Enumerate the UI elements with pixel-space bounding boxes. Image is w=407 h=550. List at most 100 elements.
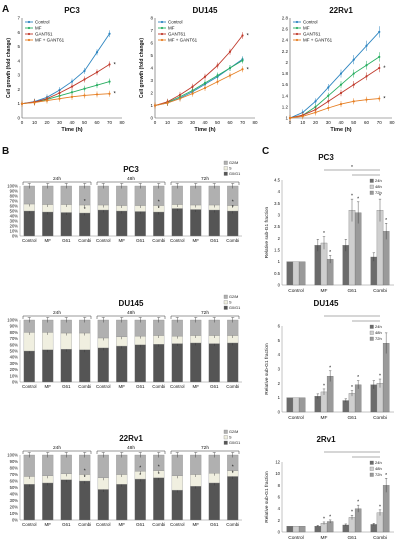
y-tick-label: 60%	[10, 342, 19, 347]
chart-c-2rv1: 2Rv1 0 2 4 6 8 10 12 Relative sub-G1 fraction Con…	[264, 435, 394, 541]
data-point	[58, 91, 61, 95]
y-tick-label: 2	[278, 518, 281, 523]
data-point	[95, 84, 99, 87]
y-tick-label: 2.6	[282, 27, 289, 32]
legend-swatch	[223, 294, 228, 299]
significance-marker: *	[385, 218, 387, 224]
panel-letter-c: C	[262, 146, 269, 157]
data-point	[378, 55, 381, 58]
legend-label: S	[229, 301, 232, 305]
y-tick-label: 0%	[12, 518, 18, 523]
x-tick-label: Combi	[226, 522, 239, 527]
data-point	[95, 71, 99, 74]
y-tick-label: 2.4	[282, 38, 289, 43]
x-tick-label: MF	[321, 535, 328, 541]
significance-marker: *	[329, 250, 331, 256]
y-tick-label: 2	[278, 236, 281, 241]
x-tick-label: 30	[57, 120, 63, 125]
chart-a-22rv1: 22Rv1 1 1.2 1.4 1.6 1.8 2 2.2 2.4 2.6 2.8 0 10 20 30 40…	[282, 6, 395, 133]
stacked-bar-segment	[60, 454, 72, 475]
bar	[382, 343, 390, 413]
y-tick-label: 7	[17, 16, 20, 21]
stacked-bar-segment	[23, 350, 35, 383]
legend-marker	[295, 32, 299, 36]
data-point	[83, 94, 86, 97]
x-tick-label: 10	[32, 120, 38, 125]
y-tick-label: 40%	[10, 492, 19, 497]
stacked-bar-segment	[79, 212, 91, 237]
data-point	[45, 99, 49, 102]
legend-label: G2/M	[229, 430, 238, 434]
y-tick-label: 6	[278, 324, 281, 329]
bar	[354, 212, 362, 286]
legend-label: Control	[35, 20, 50, 25]
data-point	[166, 101, 169, 105]
stacked-bar-segment	[97, 209, 109, 237]
legend-marker	[27, 20, 31, 24]
y-tick-label: 6	[17, 30, 20, 35]
y-tick-label: 2.8	[282, 16, 289, 21]
stacked-bar-segment	[171, 489, 183, 521]
x-tick-label: Control	[288, 535, 303, 541]
y-tick-label: 1.6	[282, 82, 289, 87]
legend-label: 72h	[375, 190, 382, 195]
stacked-bar-segment	[227, 342, 239, 383]
significance-marker: *	[329, 365, 331, 371]
bar	[286, 397, 294, 413]
legend-label: 48h	[375, 330, 382, 335]
data-point	[352, 100, 355, 103]
x-tick-label: MF	[119, 522, 126, 527]
x-tick-label: 70	[240, 120, 246, 125]
stacked-bar-segment	[97, 489, 109, 521]
legend-label: GANT61	[35, 32, 53, 37]
y-tick-label: 1	[278, 259, 281, 264]
stacked-bar-segment	[208, 185, 220, 206]
y-tick-label: 80%	[10, 466, 19, 471]
legend-marker	[160, 26, 164, 30]
legend-swatch	[223, 166, 228, 171]
stacked-bar-segment	[116, 345, 128, 383]
data-point	[365, 98, 368, 101]
y-tick-label: 0	[278, 283, 281, 288]
legend-label: G0/G1	[229, 441, 240, 445]
x-tick-label: G61	[62, 522, 71, 527]
significance-marker: *	[158, 206, 160, 212]
x-tick-label: 60	[364, 120, 370, 125]
legend-marker	[295, 20, 299, 24]
bar	[370, 524, 378, 533]
significance-marker: *	[351, 385, 353, 391]
legend-label: MF + GANT61	[303, 38, 333, 43]
stacked-bar-segment	[227, 210, 239, 237]
data-point	[178, 97, 182, 100]
legend-marker	[27, 26, 31, 30]
legend-label: 48h	[375, 466, 382, 471]
y-tick-label: 10%	[10, 229, 19, 234]
y-tick-label: 20%	[10, 224, 19, 229]
data-point	[108, 63, 111, 66]
significance-marker: *	[357, 375, 359, 381]
x-tick-label: Control	[170, 384, 185, 389]
data-point	[58, 97, 61, 100]
y-tick-label: 20%	[10, 505, 19, 510]
y-tick-label: 0	[278, 410, 281, 415]
x-tick-label: Control	[22, 522, 37, 527]
x-tick-label: Control	[288, 288, 303, 294]
data-point	[191, 89, 194, 92]
legend-label: G0/G1	[229, 172, 240, 176]
series-line	[154, 58, 243, 106]
data-point	[352, 58, 355, 61]
y-tick-label: 50%	[10, 209, 19, 214]
data-point	[228, 66, 232, 70]
legend-marker	[295, 26, 299, 30]
group-label: 48h	[127, 310, 135, 316]
data-point	[108, 32, 111, 35]
significance-marker: *	[351, 194, 353, 200]
stacked-bar-segment	[208, 343, 220, 383]
x-tick-label: 60	[227, 120, 233, 125]
y-tick-label: 0	[278, 530, 281, 535]
significance-marker: *	[247, 34, 250, 40]
x-tick-label: MF	[321, 288, 328, 294]
significance-marker: *	[158, 200, 160, 206]
data-point	[203, 86, 207, 90]
